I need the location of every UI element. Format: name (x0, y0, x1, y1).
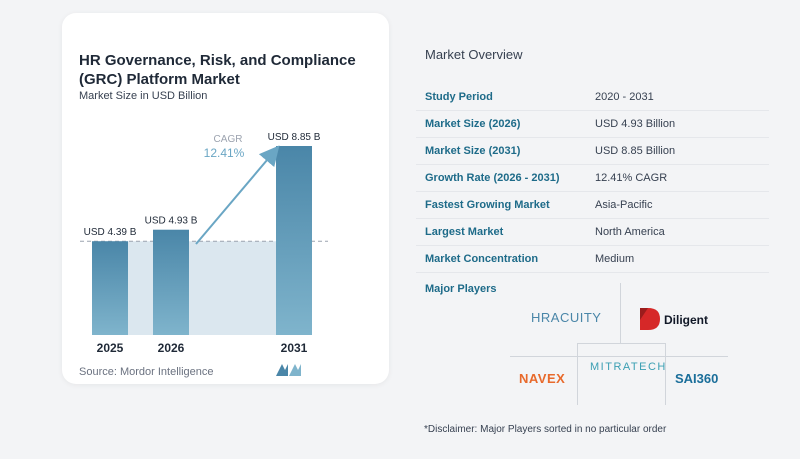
overview-key: Market Size (2026) (425, 118, 521, 130)
market-overview-title: Market Overview (425, 47, 523, 62)
grid-line (577, 343, 578, 405)
overview-row: Largest Market North America (416, 219, 769, 246)
sai360-logo: SAI360 (675, 371, 719, 386)
grid-line (665, 343, 666, 405)
overview-table: Study Period 2020 - 2031 Market Size (2026… (416, 84, 769, 273)
overview-row: Market Size (2026) USD 4.93 Billion (416, 111, 769, 138)
x-tick-label: 2026 (158, 341, 185, 355)
cagr-arrow (195, 145, 280, 245)
overview-key: Growth Rate (2026 - 2031) (425, 172, 560, 184)
overview-value: Medium (595, 253, 635, 265)
overview-key: Largest Market (425, 226, 504, 238)
mitratech-logo: MITRATECH (590, 361, 667, 373)
bar (92, 241, 128, 335)
chart-subtitle: Market Size in USD Billion (79, 90, 208, 102)
diligent-logo-icon (640, 308, 660, 330)
overview-key: Study Period (425, 91, 493, 103)
overview-row: Growth Rate (2026 - 2031) 12.41% CAGR (416, 165, 769, 192)
source-note: Source: Mordor Intelligence (79, 366, 214, 378)
overview-value: USD 8.85 Billion (595, 145, 676, 157)
bar-value-label: USD 4.39 B (84, 227, 137, 238)
diligent-logo: Diligent (664, 313, 708, 327)
hracuity-logo: HRACUITY (531, 310, 602, 325)
cagr-label: CAGR (214, 134, 243, 145)
overview-row: Market Concentration Medium (416, 246, 769, 273)
bar-value-label: USD 8.85 B (268, 132, 321, 143)
overview-key: Market Size (2031) (425, 145, 521, 157)
overview-row: Study Period 2020 - 2031 (416, 84, 769, 111)
major-players-title: Major Players (425, 283, 497, 295)
bar-value-label: USD 4.93 B (145, 216, 198, 227)
cagr-value: 12.41% (204, 146, 245, 160)
mordor-logo-icon (276, 364, 301, 376)
overview-row: Market Size (2031) USD 8.85 Billion (416, 138, 769, 165)
overview-value: Asia-Pacific (595, 199, 653, 211)
overview-row: Fastest Growing Market Asia-Pacific (416, 192, 769, 219)
baseline-band (92, 241, 312, 335)
navex-logo: NAVEX (519, 371, 566, 386)
bar (276, 146, 312, 335)
overview-key: Market Concentration (425, 253, 539, 265)
overview-key: Fastest Growing Market (425, 199, 550, 211)
grid-line (620, 283, 621, 343)
grid-line (577, 343, 666, 344)
x-tick-label: 2025 (97, 341, 124, 355)
overview-value: 2020 - 2031 (595, 91, 654, 103)
bar (153, 229, 189, 335)
chart-title: HR Governance, Risk, and Compliance (GRC… (79, 52, 356, 88)
x-tick-label: 2031 (281, 341, 308, 355)
overview-value: North America (595, 226, 665, 238)
overview-value: 12.41% CAGR (595, 172, 668, 184)
disclaimer: *Disclaimer: Major Players sorted in no … (424, 424, 667, 435)
overview-value: USD 4.93 Billion (595, 118, 676, 130)
grid-line (510, 356, 728, 357)
